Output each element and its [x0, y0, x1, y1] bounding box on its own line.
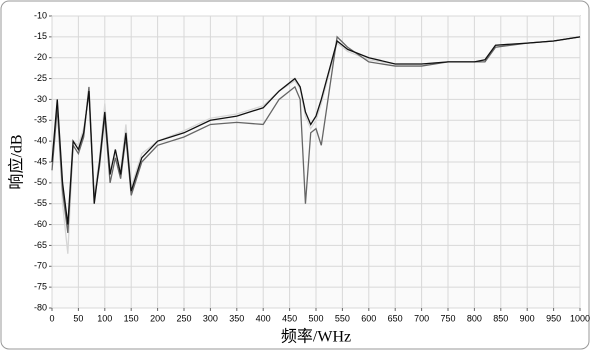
x-tick-label: 900 [520, 313, 535, 323]
x-tick-label: 100 [97, 313, 112, 323]
x-tick-label: 450 [282, 313, 297, 323]
x-axis-title: 频率/WHz [281, 328, 351, 346]
y-tick-label: -60 [34, 219, 47, 229]
x-tick-label: 150 [124, 313, 139, 323]
x-tick-label: 750 [440, 313, 455, 323]
y-axis-title: 响应/dB [7, 134, 26, 189]
data-line [51, 36, 581, 225]
x-tick-label: 350 [229, 313, 244, 323]
x-tick-label: 550 [335, 313, 350, 323]
y-tick-label: -20 [34, 52, 47, 62]
x-tick-label: 850 [493, 313, 508, 323]
y-tick-label: -35 [34, 115, 47, 125]
x-tick-label: 950 [546, 313, 561, 323]
x-tick-label: 800 [467, 313, 482, 323]
y-tick-label: -45 [34, 156, 47, 166]
y-tick-label: -15 [34, 31, 47, 41]
y-tick-label: -75 [34, 282, 47, 292]
y-tick-label: -10 [34, 10, 47, 20]
y-tick-label: -40 [34, 136, 47, 146]
x-tick-label: 1000 [570, 313, 590, 323]
x-tick-label: 300 [203, 313, 218, 323]
y-tick-label: -30 [34, 94, 47, 104]
x-tick-label: 700 [414, 313, 429, 323]
x-tick-label: 0 [49, 313, 54, 323]
x-tick-label: 600 [361, 313, 376, 323]
x-tick-label: 200 [150, 313, 165, 323]
y-tick-label: -55 [34, 198, 47, 208]
y-tick-label: -50 [34, 177, 47, 187]
y-tick-label: -80 [34, 302, 47, 312]
x-tick-label: 500 [308, 313, 323, 323]
y-tick-label: -65 [34, 240, 47, 250]
x-tick-label: 650 [388, 313, 403, 323]
y-tick-label: -70 [34, 261, 47, 271]
x-tick-label: 400 [256, 313, 271, 323]
x-tick-label: 250 [176, 313, 191, 323]
y-tick-label: -25 [34, 73, 47, 83]
x-tick-label: 50 [73, 313, 83, 323]
